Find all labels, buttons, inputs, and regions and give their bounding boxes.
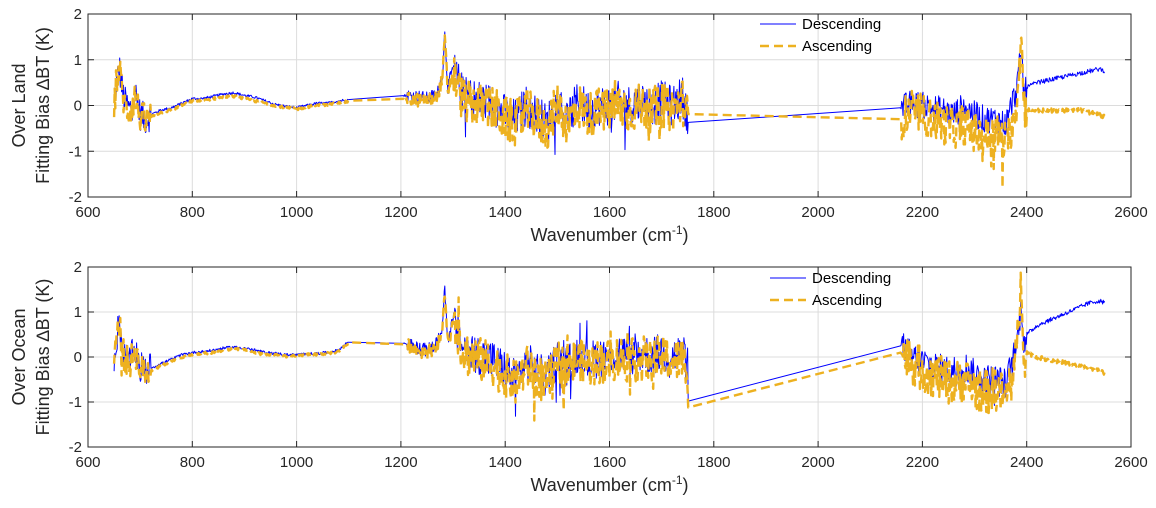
plot-area — [112, 31, 1106, 190]
x-axis-label: Wavenumber (cm-1) — [530, 473, 688, 495]
y-tick-label: 1 — [74, 304, 82, 321]
x-tick-label: 600 — [75, 204, 100, 221]
x-tick-label: 1200 — [384, 454, 417, 471]
y-tick-label: 2 — [74, 6, 82, 23]
panel-over-ocean: 600 800 1000 1200 1400 1600 1800 2000 2200 2400 26… — [9, 259, 1148, 495]
y-tick-label: 1 — [74, 52, 82, 69]
legend-label-descending: Descending — [802, 16, 881, 33]
y-axis-label-line2: Fitting Bias ∆BT (K) — [33, 27, 53, 184]
x-tick-label: 1600 — [593, 454, 626, 471]
x-tick-label: 1000 — [280, 204, 313, 221]
y-tick-label: -2 — [69, 439, 82, 456]
x-tick-label: 2400 — [1010, 204, 1043, 221]
x-tick-label: 800 — [180, 204, 205, 221]
x-tick-label: 2200 — [906, 204, 939, 221]
x-tick-label: 600 — [75, 454, 100, 471]
y-tick-label: 0 — [74, 98, 82, 115]
legend-label-ascending: Ascending — [812, 292, 882, 309]
series-line-ascending — [112, 34, 1106, 190]
x-tick-label: 2400 — [1010, 454, 1043, 471]
y-tick-label: 0 — [74, 349, 82, 366]
x-axis-label: Wavenumber (cm-1) — [530, 223, 688, 245]
y-tick-label: -1 — [69, 394, 82, 411]
x-tick-label: 2000 — [801, 204, 834, 221]
x-tick-label: 2600 — [1114, 204, 1147, 221]
series-line-ascending — [112, 271, 1106, 422]
x-tick-label: 1200 — [384, 204, 417, 221]
x-tick-label: 1000 — [280, 454, 313, 471]
plot-area — [112, 271, 1106, 422]
x-tick-label: 2600 — [1114, 454, 1147, 471]
x-tick-label: 1400 — [489, 454, 522, 471]
x-tick-label: 1800 — [697, 454, 730, 471]
legend-label-ascending: Ascending — [802, 38, 872, 55]
legend: Descending Ascending — [770, 270, 891, 309]
y-axis-label-line1: Over Ocean — [9, 308, 29, 405]
legend: Descending Ascending — [760, 16, 881, 55]
y-tick-label: -1 — [69, 143, 82, 160]
x-tick-label: 2000 — [801, 454, 834, 471]
x-tick-label: 1600 — [593, 204, 626, 221]
y-axis-label-line1: Over Land — [9, 63, 29, 147]
x-tick-label: 800 — [180, 454, 205, 471]
legend-label-descending: Descending — [812, 270, 891, 287]
panel-over-land: 600 800 1000 1200 1400 1600 1800 2000 2200 2400 26… — [9, 6, 1148, 245]
y-tick-label: -2 — [69, 189, 82, 206]
x-tick-label: 2200 — [906, 454, 939, 471]
x-tick-label: 1800 — [697, 204, 730, 221]
x-tick-label: 1400 — [489, 204, 522, 221]
y-axis-label-line2: Fitting Bias ∆BT (K) — [33, 279, 53, 436]
y-tick-label: 2 — [74, 259, 82, 276]
